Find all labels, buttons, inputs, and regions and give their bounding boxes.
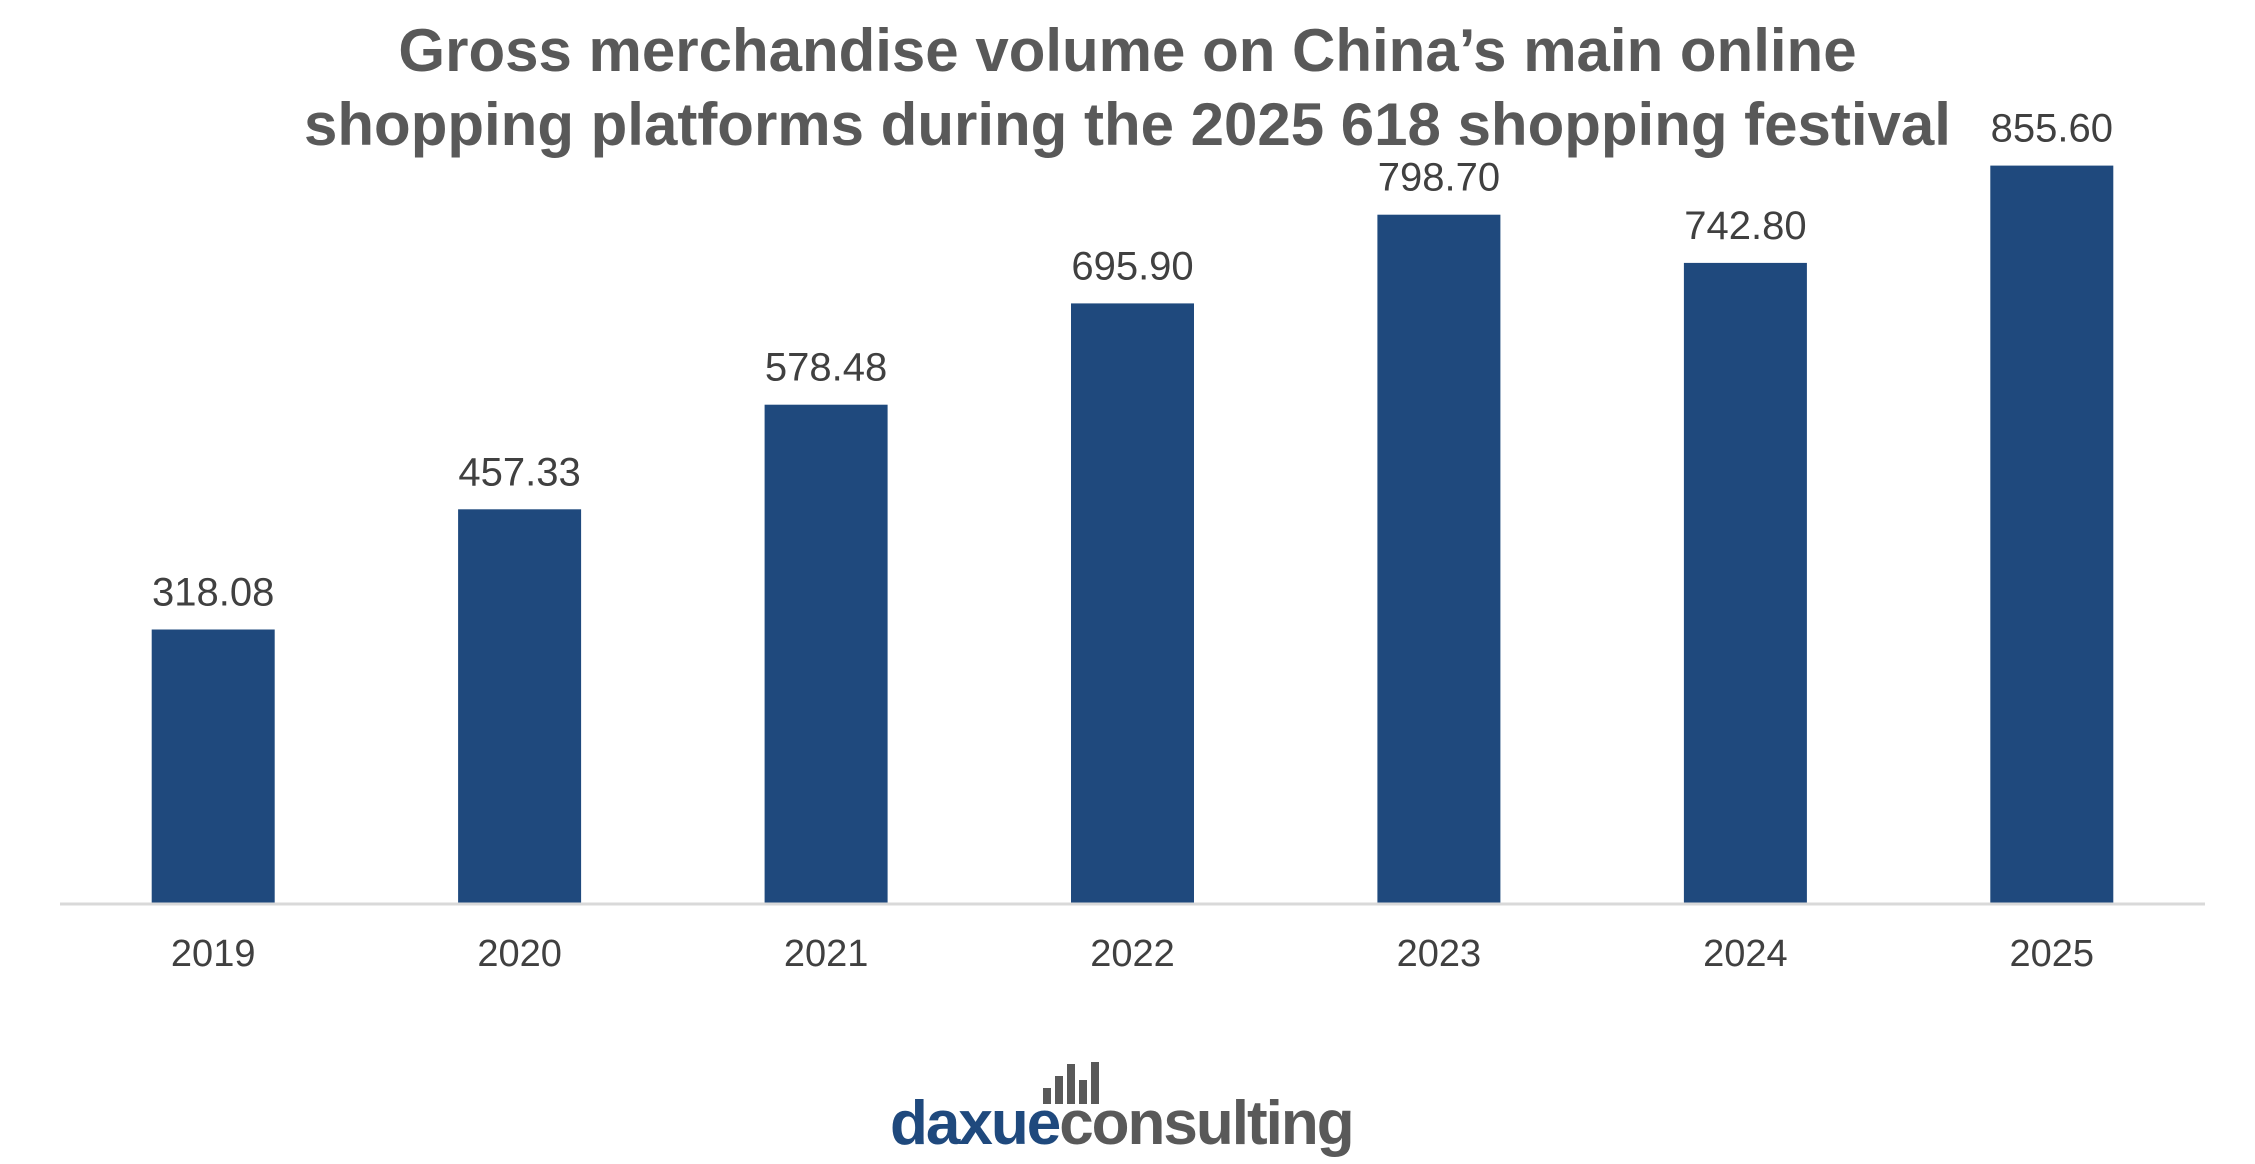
bar-2023 [1377, 214, 1501, 904]
bar-2022 [1071, 303, 1194, 904]
x-tick-label-2021: 2021 [784, 933, 869, 975]
logo-wordmark: daxueconsulting [890, 1088, 1390, 1159]
daxue-consulting-logo: daxueconsulting [0, 1040, 2255, 1160]
value-label-2023: 798.70 [1378, 156, 1500, 200]
value-label-2019: 318.08 [152, 571, 274, 615]
x-tick-label-2022: 2022 [1090, 933, 1175, 975]
bar-2024 [1683, 262, 1807, 904]
bar-2025 [1990, 165, 2114, 905]
bar-2019 [151, 629, 275, 904]
x-tick-label-2023: 2023 [1397, 933, 1482, 975]
x-tick-label-2025: 2025 [2010, 933, 2095, 975]
x-tick-label-2019: 2019 [171, 933, 256, 975]
value-labels-group: 318.08 457.33 578.48 695.90 798.70 742.80 855.… [152, 107, 2113, 615]
bars-group [151, 165, 2114, 905]
x-tick-labels-group: 2019 2020 2021 2022 2023 2024 2025 [171, 933, 2094, 975]
value-label-2025: 855.60 [1991, 107, 2113, 151]
chart-title: Gross merchandise volume on China’s main… [0, 14, 2255, 162]
value-label-2021: 578.48 [765, 346, 887, 390]
chart-title-line-1: Gross merchandise volume on China’s main… [398, 17, 1857, 84]
x-tick-label-2020: 2020 [477, 933, 562, 975]
chart-title-line-2: shopping platforms during the 2025 618 s… [304, 91, 1951, 158]
logo-text-consulting: consulting [1059, 1089, 1354, 1158]
bar-chart-icon [1043, 1062, 1103, 1104]
bar-2020 [458, 509, 582, 904]
value-label-2020: 457.33 [458, 450, 580, 494]
bar-2021 [764, 404, 888, 904]
value-label-2024: 742.80 [1684, 204, 1806, 248]
x-tick-label-2024: 2024 [1703, 933, 1788, 975]
value-label-2022: 695.90 [1071, 244, 1193, 288]
logo-text-daxue: daxue [890, 1089, 1061, 1158]
